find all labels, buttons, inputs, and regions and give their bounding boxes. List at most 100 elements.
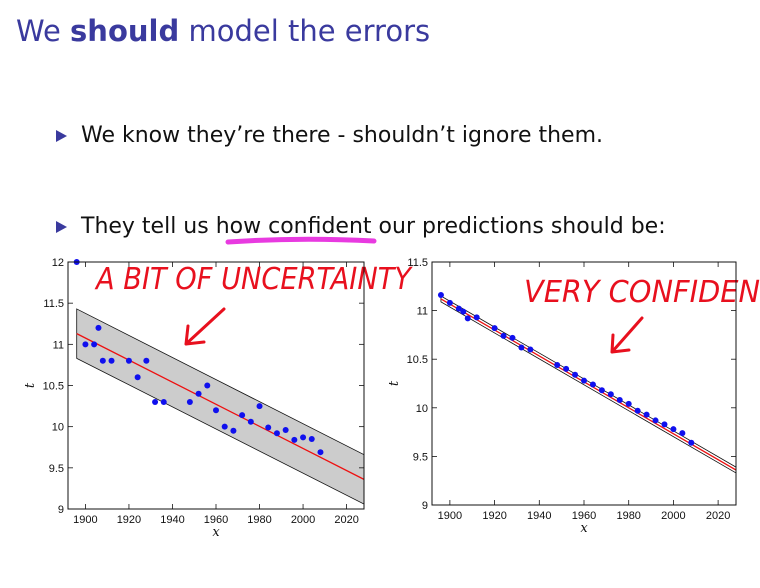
x-axis-label: x <box>212 525 220 540</box>
highlight-underline <box>225 236 377 245</box>
data-point <box>125 357 132 364</box>
y-tick-label: 9.5 <box>49 463 64 475</box>
x-tick-label: 2020 <box>706 510 730 522</box>
y-tick-label: 11.5 <box>43 298 64 310</box>
data-point <box>317 449 324 456</box>
bullet-triangle-icon <box>56 129 67 142</box>
bullet-1-text: We know they’re there - shouldn’t ignore… <box>81 123 603 148</box>
x-tick-label: 1920 <box>117 514 141 526</box>
y-tick-label: 10.5 <box>407 354 428 366</box>
highlighted-phrase: how confident <box>215 214 372 239</box>
data-point <box>464 315 471 322</box>
y-tick-label: 10 <box>416 403 428 415</box>
data-point <box>625 400 632 407</box>
data-point <box>563 365 570 372</box>
data-point <box>300 434 307 441</box>
title-emphasis: should <box>70 14 180 48</box>
data-point <box>91 341 98 348</box>
data-point <box>108 357 115 364</box>
x-tick-label: 1940 <box>160 514 184 526</box>
bullet-triangle-icon <box>56 220 67 233</box>
bullet-2-text: They tell us how confident our predictio… <box>81 214 666 239</box>
plot-area <box>76 308 364 505</box>
x-tick-label: 1900 <box>73 514 97 526</box>
y-tick-label: 9 <box>422 500 428 512</box>
data-point <box>652 417 659 424</box>
data-point <box>688 439 695 446</box>
data-point <box>152 398 159 405</box>
data-point <box>491 325 498 332</box>
annotation-arrow-right <box>610 316 644 354</box>
data-point <box>554 362 561 369</box>
data-point <box>195 390 202 397</box>
data-point <box>82 341 89 348</box>
data-point <box>437 292 444 299</box>
y-tick-label: 10.5 <box>43 381 64 393</box>
data-point <box>679 430 686 437</box>
data-point <box>527 346 534 353</box>
x-tick-label: 1960 <box>204 514 228 526</box>
data-point <box>273 430 280 437</box>
data-point <box>265 424 272 431</box>
slide-title: We should model the errors <box>16 14 431 48</box>
x-tick-label: 2000 <box>661 510 685 522</box>
x-tick-label: 1920 <box>482 510 506 522</box>
y-axis-label: t <box>23 382 38 388</box>
data-point <box>239 412 246 419</box>
y-tick-label: 11.5 <box>407 257 428 269</box>
data-point <box>509 334 516 341</box>
chart-left: 1900 1920 1940 1960 1980 2000 2020 9 9.5 10 10.5 11… <box>23 257 365 540</box>
x-tick-label: 1900 <box>438 510 462 522</box>
x-tick-label: 1960 <box>572 510 596 522</box>
data-point <box>455 305 462 312</box>
data-point <box>607 391 614 398</box>
plot-area <box>440 295 736 474</box>
data-point <box>186 398 193 405</box>
annotation-arrow-left <box>184 307 226 346</box>
data-point <box>598 387 605 394</box>
data-point <box>160 398 167 405</box>
x-tick-label: 2000 <box>291 514 315 526</box>
y-tick-label: 9 <box>58 504 64 516</box>
data-point <box>518 344 525 351</box>
bullet-2: They tell us how confident our predictio… <box>56 214 666 239</box>
data-point <box>143 357 150 364</box>
data-point <box>572 371 579 378</box>
x-tick-label: 1980 <box>247 514 271 526</box>
fit-line <box>76 333 364 480</box>
y-tick-label: 11 <box>417 306 428 318</box>
data-point <box>134 374 141 381</box>
data-point <box>460 308 467 315</box>
data-point <box>473 314 480 321</box>
data-point <box>291 436 298 443</box>
x-tick-label: 1940 <box>527 510 551 522</box>
y-axis-label: t <box>387 380 402 386</box>
data-point <box>581 377 587 384</box>
chart-right: 1900 1920 1940 1960 1980 2000 2020 9 9.5 10 10.5 11… <box>387 257 737 536</box>
y-tick-label: 12 <box>52 257 64 269</box>
x-tick-label: 1980 <box>616 510 640 522</box>
x-axis-label: x <box>580 521 588 536</box>
data-point <box>256 403 263 410</box>
data-point <box>616 397 623 404</box>
annotation-uncertainty: A BIT OF UNCERTAINTY <box>94 262 413 297</box>
data-point <box>221 423 228 430</box>
data-point <box>634 407 641 414</box>
data-point <box>308 436 315 443</box>
data-point <box>670 426 677 433</box>
fit-line <box>440 298 736 471</box>
data-point <box>661 421 668 428</box>
annotation-confident: VERY CONFIDEN <box>524 275 760 310</box>
x-tick-label: 2020 <box>334 514 358 526</box>
data-point <box>213 407 219 414</box>
data-point <box>99 357 106 364</box>
data-point <box>204 382 211 389</box>
data-point <box>446 299 453 306</box>
data-point <box>247 418 254 425</box>
y-tick-label: 11 <box>53 339 64 351</box>
y-tick-label: 10 <box>52 422 64 434</box>
data-point <box>282 426 289 433</box>
data-point <box>95 324 102 331</box>
data-point <box>643 411 650 418</box>
